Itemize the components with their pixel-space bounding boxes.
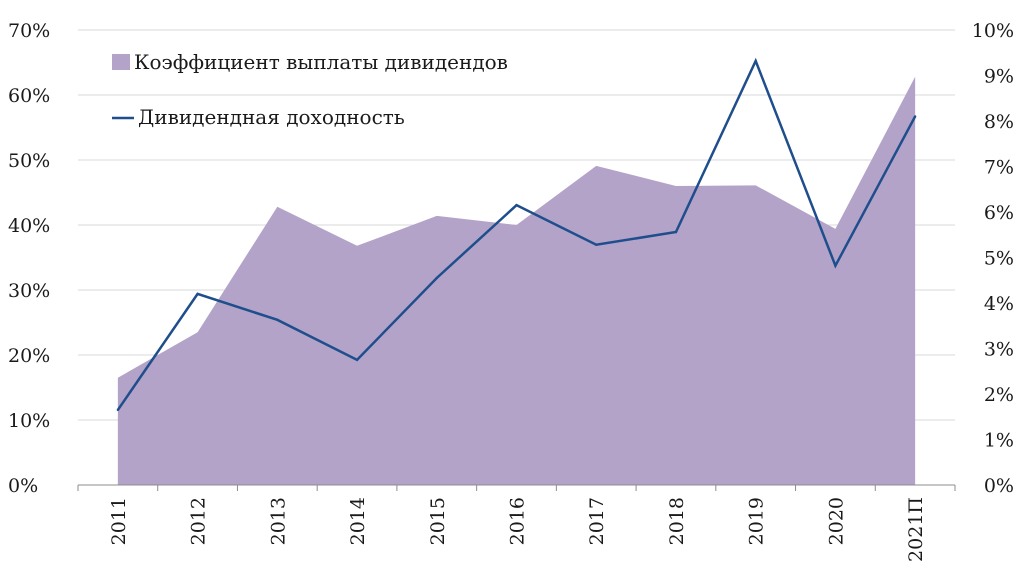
left-axis-tick-label: 20% xyxy=(8,345,50,367)
legend: Коэффициент выплаты дивидендов Дивидендн… xyxy=(112,50,508,129)
dividend-yield-point xyxy=(834,264,837,267)
payout-ratio-area-layer xyxy=(117,76,916,486)
dividend-yield-point xyxy=(515,203,518,207)
left-axis-tick-label: 60% xyxy=(8,85,50,107)
dividend-yield-point xyxy=(754,59,757,63)
dividend-yield-point xyxy=(435,276,438,280)
right-axis-tick-label: 6% xyxy=(984,202,1014,224)
x-axis-tick-label: 2012 xyxy=(188,497,210,545)
right-axis-tick-label: 7% xyxy=(984,157,1014,179)
x-axis-tick-labels: 2011 2012 2013 2014 2015 2016 2017 2018 2019 2020… xyxy=(108,497,927,562)
right-axis-tick-label: 4% xyxy=(984,293,1014,315)
right-axis-tick-label: 0% xyxy=(984,475,1014,497)
x-axis-tick-label: 2019 xyxy=(746,497,768,545)
x-axis-tick-label: 2011 xyxy=(108,497,130,545)
right-axis-tick-label: 10% xyxy=(972,20,1014,42)
legend-swatch-payout-ratio xyxy=(112,54,130,70)
dividend-yield-point xyxy=(913,115,917,118)
dividend-yield-point xyxy=(355,358,359,362)
x-axis-tick-label: 2013 xyxy=(267,497,289,545)
left-axis-tick-label: 0% xyxy=(8,475,38,497)
x-axis-tick-label: 2015 xyxy=(427,497,449,545)
left-axis-tick-label: 40% xyxy=(8,215,50,237)
x-axis-tick-label: 2014 xyxy=(347,497,369,545)
right-axis-tick-label: 5% xyxy=(984,248,1014,270)
payout-ratio-area xyxy=(117,76,916,486)
left-axis-tick-label: 70% xyxy=(8,20,50,42)
left-axis-tick-label: 30% xyxy=(8,280,50,302)
dividend-yield-point xyxy=(116,408,120,412)
dividend-yield-point xyxy=(276,318,279,322)
legend-label-payout-ratio: Коэффициент выплаты дивидендов xyxy=(134,50,508,74)
dividend-yield-point xyxy=(674,230,678,234)
right-axis-tick-label: 3% xyxy=(984,339,1014,361)
dividend-yield-point xyxy=(196,292,199,296)
x-axis-tick-label: 2018 xyxy=(666,497,688,545)
left-axis-tick-label: 10% xyxy=(8,410,50,432)
x-axis-tick-label: 2020 xyxy=(825,497,847,545)
right-axis-tick-label: 2% xyxy=(984,384,1014,406)
right-axis-tick-label: 8% xyxy=(984,111,1014,133)
left-axis-tick-labels: 0% 10% 20% 30% 40% 50% 60% 70% xyxy=(8,20,50,497)
x-axis-tick-label: 2016 xyxy=(507,497,529,545)
dividend-yield-point xyxy=(595,243,598,246)
left-axis-tick-label: 50% xyxy=(8,150,50,172)
legend-label-dividend-yield: Дивидендная доходность xyxy=(138,105,405,129)
x-axis-tick-label: 2021П xyxy=(905,497,927,562)
dividend-yield-line-layer xyxy=(116,57,917,412)
right-axis-tick-labels: 0% 1% 2% 3% 4% 5% 6% 7% 8% 9% 10% xyxy=(972,20,1014,497)
right-axis-tick-label: 9% xyxy=(984,66,1014,88)
axes xyxy=(77,484,956,491)
x-axis-tick-label: 2017 xyxy=(586,497,608,545)
right-axis-tick-label: 1% xyxy=(984,430,1014,452)
